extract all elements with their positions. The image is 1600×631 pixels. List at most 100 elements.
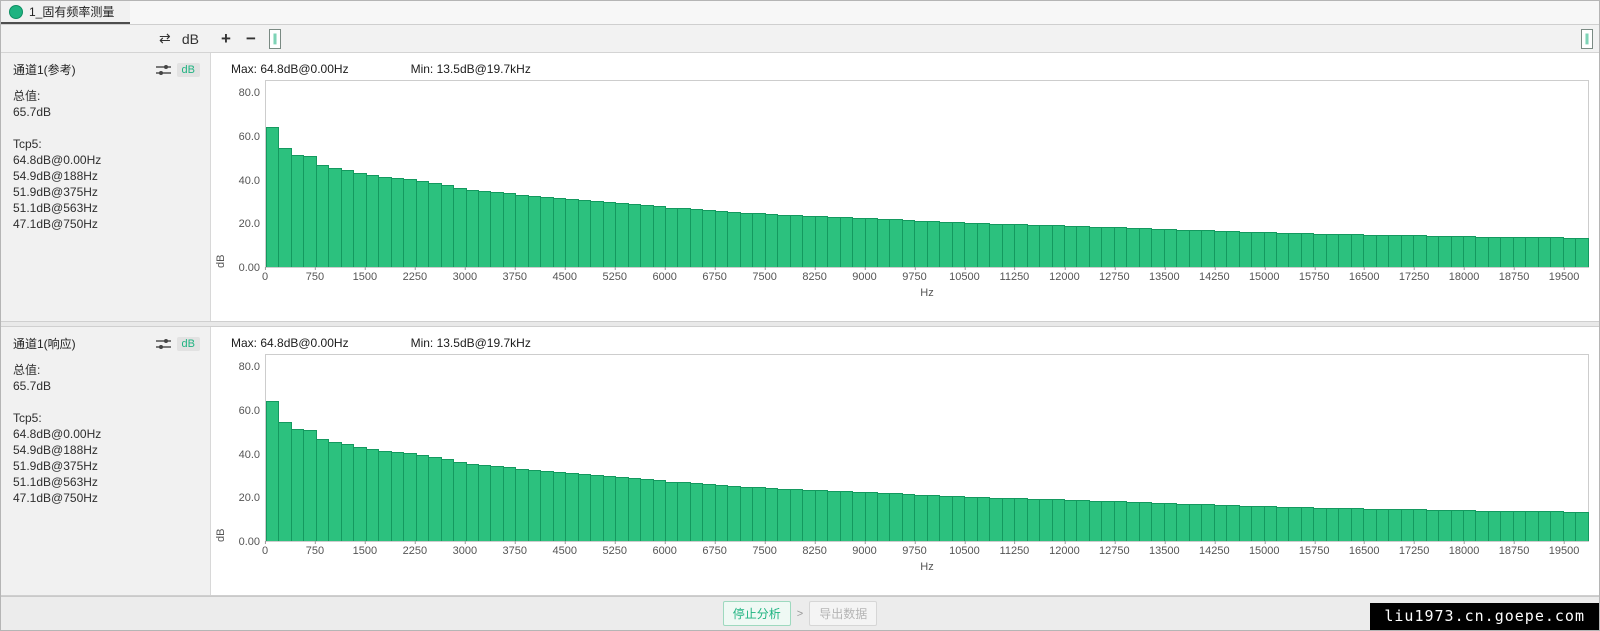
x-tick-label: 12000	[1049, 541, 1080, 557]
spectrum-bar	[1088, 500, 1103, 541]
spectrum-bar	[714, 484, 729, 541]
spectrum-bar	[615, 203, 629, 267]
export-data-button[interactable]: 导出数据	[809, 601, 878, 626]
spectrum-bar	[1413, 235, 1427, 267]
spectrum-bar	[864, 218, 878, 267]
x-tick-label: 14250	[1198, 267, 1230, 283]
plot[interactable]	[265, 80, 1589, 268]
sidebar-reference: 通道1(参考) dB 总值: 65.7dB Tcp5: 64.8dB@0.00H…	[1, 53, 211, 321]
x-tick-label: 1500	[352, 541, 378, 557]
spectrum-bar	[328, 167, 342, 267]
x-tick-label: 6000	[652, 267, 677, 283]
x-tick-label: 15000	[1248, 541, 1280, 557]
spectrum-bar	[1500, 236, 1514, 267]
db-scale-button[interactable]: dB	[178, 28, 203, 50]
spectrum-bar	[602, 476, 617, 541]
watermark: liu1973.cn.goepe.com	[1370, 603, 1599, 630]
tcp-value: 51.1dB@563Hz	[13, 201, 98, 215]
spectrum-bar	[939, 221, 953, 267]
spectrum-bar	[1001, 497, 1016, 541]
spectrum-bar	[390, 178, 405, 267]
spectrum-bar	[1126, 227, 1140, 267]
spectrum-bar	[1226, 505, 1240, 541]
spectrum-bar	[964, 496, 978, 541]
spectrum-bar	[440, 184, 455, 267]
spectrum-bar	[527, 195, 542, 267]
y-tick-label: 0.00	[238, 536, 260, 548]
spectrum-bar	[665, 481, 679, 541]
scrollbar-track[interactable]	[281, 29, 1581, 49]
db-unit-badge[interactable]: dB	[176, 62, 200, 77]
x-tick-label: 3000	[452, 267, 478, 283]
spectrum-bar	[303, 430, 317, 541]
spectrum-bar	[477, 465, 492, 541]
plot[interactable]	[265, 354, 1589, 542]
channel-settings-icon[interactable]	[155, 64, 171, 76]
spectrum-bar	[1300, 507, 1315, 541]
tcp-value: 47.1dB@750Hz	[13, 217, 98, 231]
tcp-label: Tcp5:	[13, 137, 42, 151]
spectrum-bar	[515, 468, 529, 541]
spectrum-bar	[1363, 508, 1377, 541]
x-tick-label: 750	[305, 541, 325, 557]
scrollbar-right-handle-icon[interactable]: ∥	[1581, 28, 1593, 49]
y-tick-label: 40.0	[238, 448, 260, 461]
tcp-value: 64.8dB@0.00Hz	[13, 427, 102, 441]
spectrum-bar	[590, 201, 604, 267]
stop-analysis-button[interactable]: 停止分析	[722, 601, 791, 626]
tcp-value: 54.9dB@188Hz	[13, 169, 98, 183]
tab-measurement[interactable]: 1_固有频率测量	[1, 1, 131, 24]
spectrum-bar	[926, 221, 941, 267]
spectrum-bar	[1525, 511, 1539, 541]
spectrum-bar	[864, 492, 878, 541]
spectrum-bar	[1051, 499, 1065, 541]
spectrum-bar	[677, 482, 691, 541]
y-tick-label: 20.0	[238, 492, 260, 505]
spectrum-bar	[852, 491, 866, 541]
zoom-out-button[interactable]: −	[240, 28, 262, 50]
spectrum-bar	[465, 190, 479, 267]
x-tick-label: 3750	[502, 541, 528, 557]
x-tick-label: 17250	[1398, 541, 1430, 557]
max-readout: Max: 64.8dB@0.00Hz	[231, 62, 349, 76]
x-tick-label: 5250	[602, 267, 627, 283]
tcp-value: 47.1dB@750Hz	[13, 491, 98, 505]
spectrum-bar	[378, 176, 392, 267]
spectrum-bar	[365, 175, 380, 267]
spectrum-bar	[290, 154, 305, 267]
spectrum-bar	[1450, 510, 1464, 541]
status-dot-icon	[9, 4, 23, 19]
y-axis: 80.0 60.0 40.0 20.0 0.00	[227, 354, 265, 548]
spectrum-bar	[1151, 228, 1165, 267]
zoom-in-button[interactable]: +	[215, 28, 237, 50]
spectrum-bar	[839, 217, 854, 267]
y-tick-label: 0.00	[238, 262, 260, 274]
spectrum-bar	[1463, 510, 1477, 541]
spectrum-bar	[340, 169, 355, 267]
channel-settings-icon[interactable]	[155, 338, 171, 350]
scrollbar-left-handle-icon[interactable]: ∥	[269, 28, 281, 49]
x-tick-label: 17250	[1398, 267, 1430, 283]
spectrum-bar	[328, 441, 342, 541]
spectrum-bar	[1101, 501, 1115, 541]
db-unit-badge[interactable]: dB	[176, 336, 200, 351]
y-axis-title: dB	[215, 254, 227, 268]
x-tick-label: 9000	[852, 541, 877, 557]
swap-axis-icon[interactable]: ⇄	[154, 28, 176, 50]
spectrum-bar	[1263, 506, 1277, 541]
spectrum-bar	[477, 191, 492, 267]
x-tick-label: 7500	[752, 541, 777, 557]
spectrum-bar	[502, 467, 517, 541]
spectrum-bar	[876, 493, 891, 541]
total-value: 65.7dB	[13, 105, 52, 119]
spectrum-bar	[565, 198, 579, 267]
button-separator: >	[796, 607, 804, 620]
spectrum-chart-reference: Max: 64.8dB@0.00Hz Min: 13.5dB@19.7kHz d…	[211, 53, 1599, 321]
spectrum-bar	[540, 196, 554, 267]
spectrum-bar	[739, 212, 754, 267]
spectrum-bar	[901, 494, 916, 541]
spectrum-bar	[976, 223, 991, 267]
spectrum-bar	[1375, 508, 1390, 541]
tcp-label: Tcp5:	[13, 411, 42, 425]
spectrum-bar	[540, 470, 554, 541]
